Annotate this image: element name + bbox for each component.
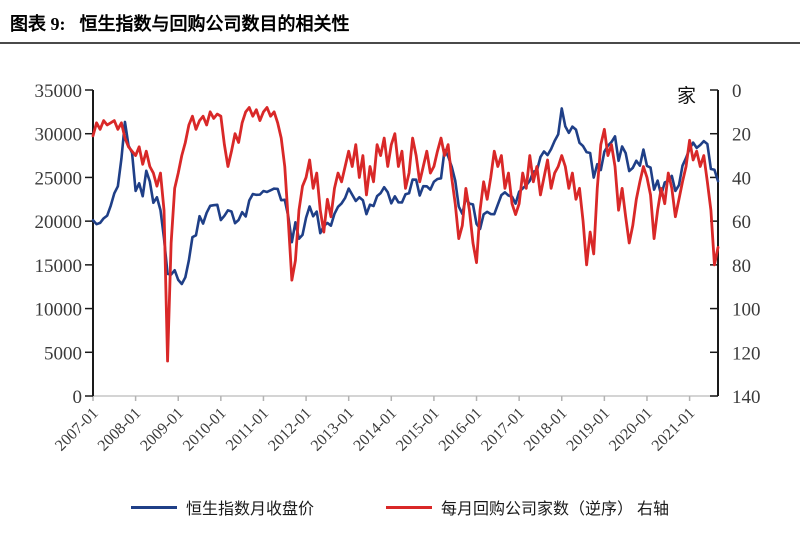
left-axis-label: 35000 bbox=[35, 81, 83, 102]
header-divider bbox=[0, 42, 800, 44]
right-axis-label: 80 bbox=[732, 256, 751, 277]
left-axis-label: 15000 bbox=[35, 256, 83, 277]
x-axis-label: 2008-01 bbox=[95, 405, 145, 455]
x-axis-label: 2021-01 bbox=[649, 405, 699, 455]
legend-label-buyback: 每月回购公司家数（逆序） 右轴 bbox=[441, 501, 670, 518]
legend-label-hsi: 恒生指数月收盘价 bbox=[185, 501, 314, 518]
x-axis-label: 2016-01 bbox=[436, 405, 486, 455]
left-axis-label: 5000 bbox=[44, 343, 82, 364]
left-axis-label: 0 bbox=[73, 387, 83, 408]
legend-item-buyback: 每月回购公司家数（逆序） 右轴 bbox=[386, 495, 669, 519]
x-axis-label: 2007-01 bbox=[52, 405, 102, 455]
x-axis-label: 2018-01 bbox=[521, 405, 571, 455]
hsi-line bbox=[91, 107, 720, 286]
x-axis-label: 2020-01 bbox=[606, 405, 656, 455]
x-axis-label: 2013-01 bbox=[308, 405, 358, 455]
right-axis-label: 100 bbox=[732, 300, 761, 321]
left-axis-label: 10000 bbox=[35, 300, 83, 321]
x-axis-label: 2009-01 bbox=[137, 405, 187, 455]
x-axis-label: 2019-01 bbox=[563, 405, 613, 455]
hsi-line-swatch bbox=[130, 505, 177, 509]
buyback-line bbox=[91, 106, 720, 363]
figure-header: 图表 9: 恒生指数与回购公司数目的相关性 bbox=[10, 10, 790, 36]
x-axis-label: 2014-01 bbox=[350, 405, 400, 455]
chart-area: 2007-01 2008-01 2009-01 2010-01 2011-01 2012-… bbox=[0, 55, 800, 495]
right-axis-label: 120 bbox=[732, 343, 761, 364]
right-axis-label: 140 bbox=[732, 387, 761, 408]
left-axis-label: 25000 bbox=[35, 168, 83, 189]
chart-legend: 恒生指数月收盘价 每月回购公司家数（逆序） 右轴 bbox=[0, 495, 800, 519]
x-axis-label: 2010-01 bbox=[180, 405, 230, 455]
figure-title: 恒生指数与回购公司数目的相关性 bbox=[79, 14, 350, 34]
right-axis-label: 20 bbox=[732, 125, 751, 146]
left-axis-label: 30000 bbox=[35, 125, 83, 146]
right-axis-unit-label: 家 bbox=[677, 85, 696, 107]
legend-item-hsi: 恒生指数月收盘价 bbox=[130, 495, 314, 519]
left-axis-label: 20000 bbox=[35, 212, 83, 233]
x-axis-label: 2017-01 bbox=[478, 405, 528, 455]
x-axis-label: 2011-01 bbox=[223, 405, 272, 454]
right-axis-label: 40 bbox=[732, 168, 751, 189]
buyback-line-swatch bbox=[386, 505, 432, 509]
right-axis-label: 60 bbox=[732, 212, 751, 233]
chart-canvas: 2007-012008-012009-012010-012011-012012-… bbox=[35, 81, 761, 455]
x-axis-label: 2015-01 bbox=[393, 405, 443, 455]
right-axis-label: 0 bbox=[732, 81, 742, 102]
x-axis-label: 2012-01 bbox=[265, 405, 315, 455]
figure-label: 图表 9: bbox=[10, 14, 66, 34]
